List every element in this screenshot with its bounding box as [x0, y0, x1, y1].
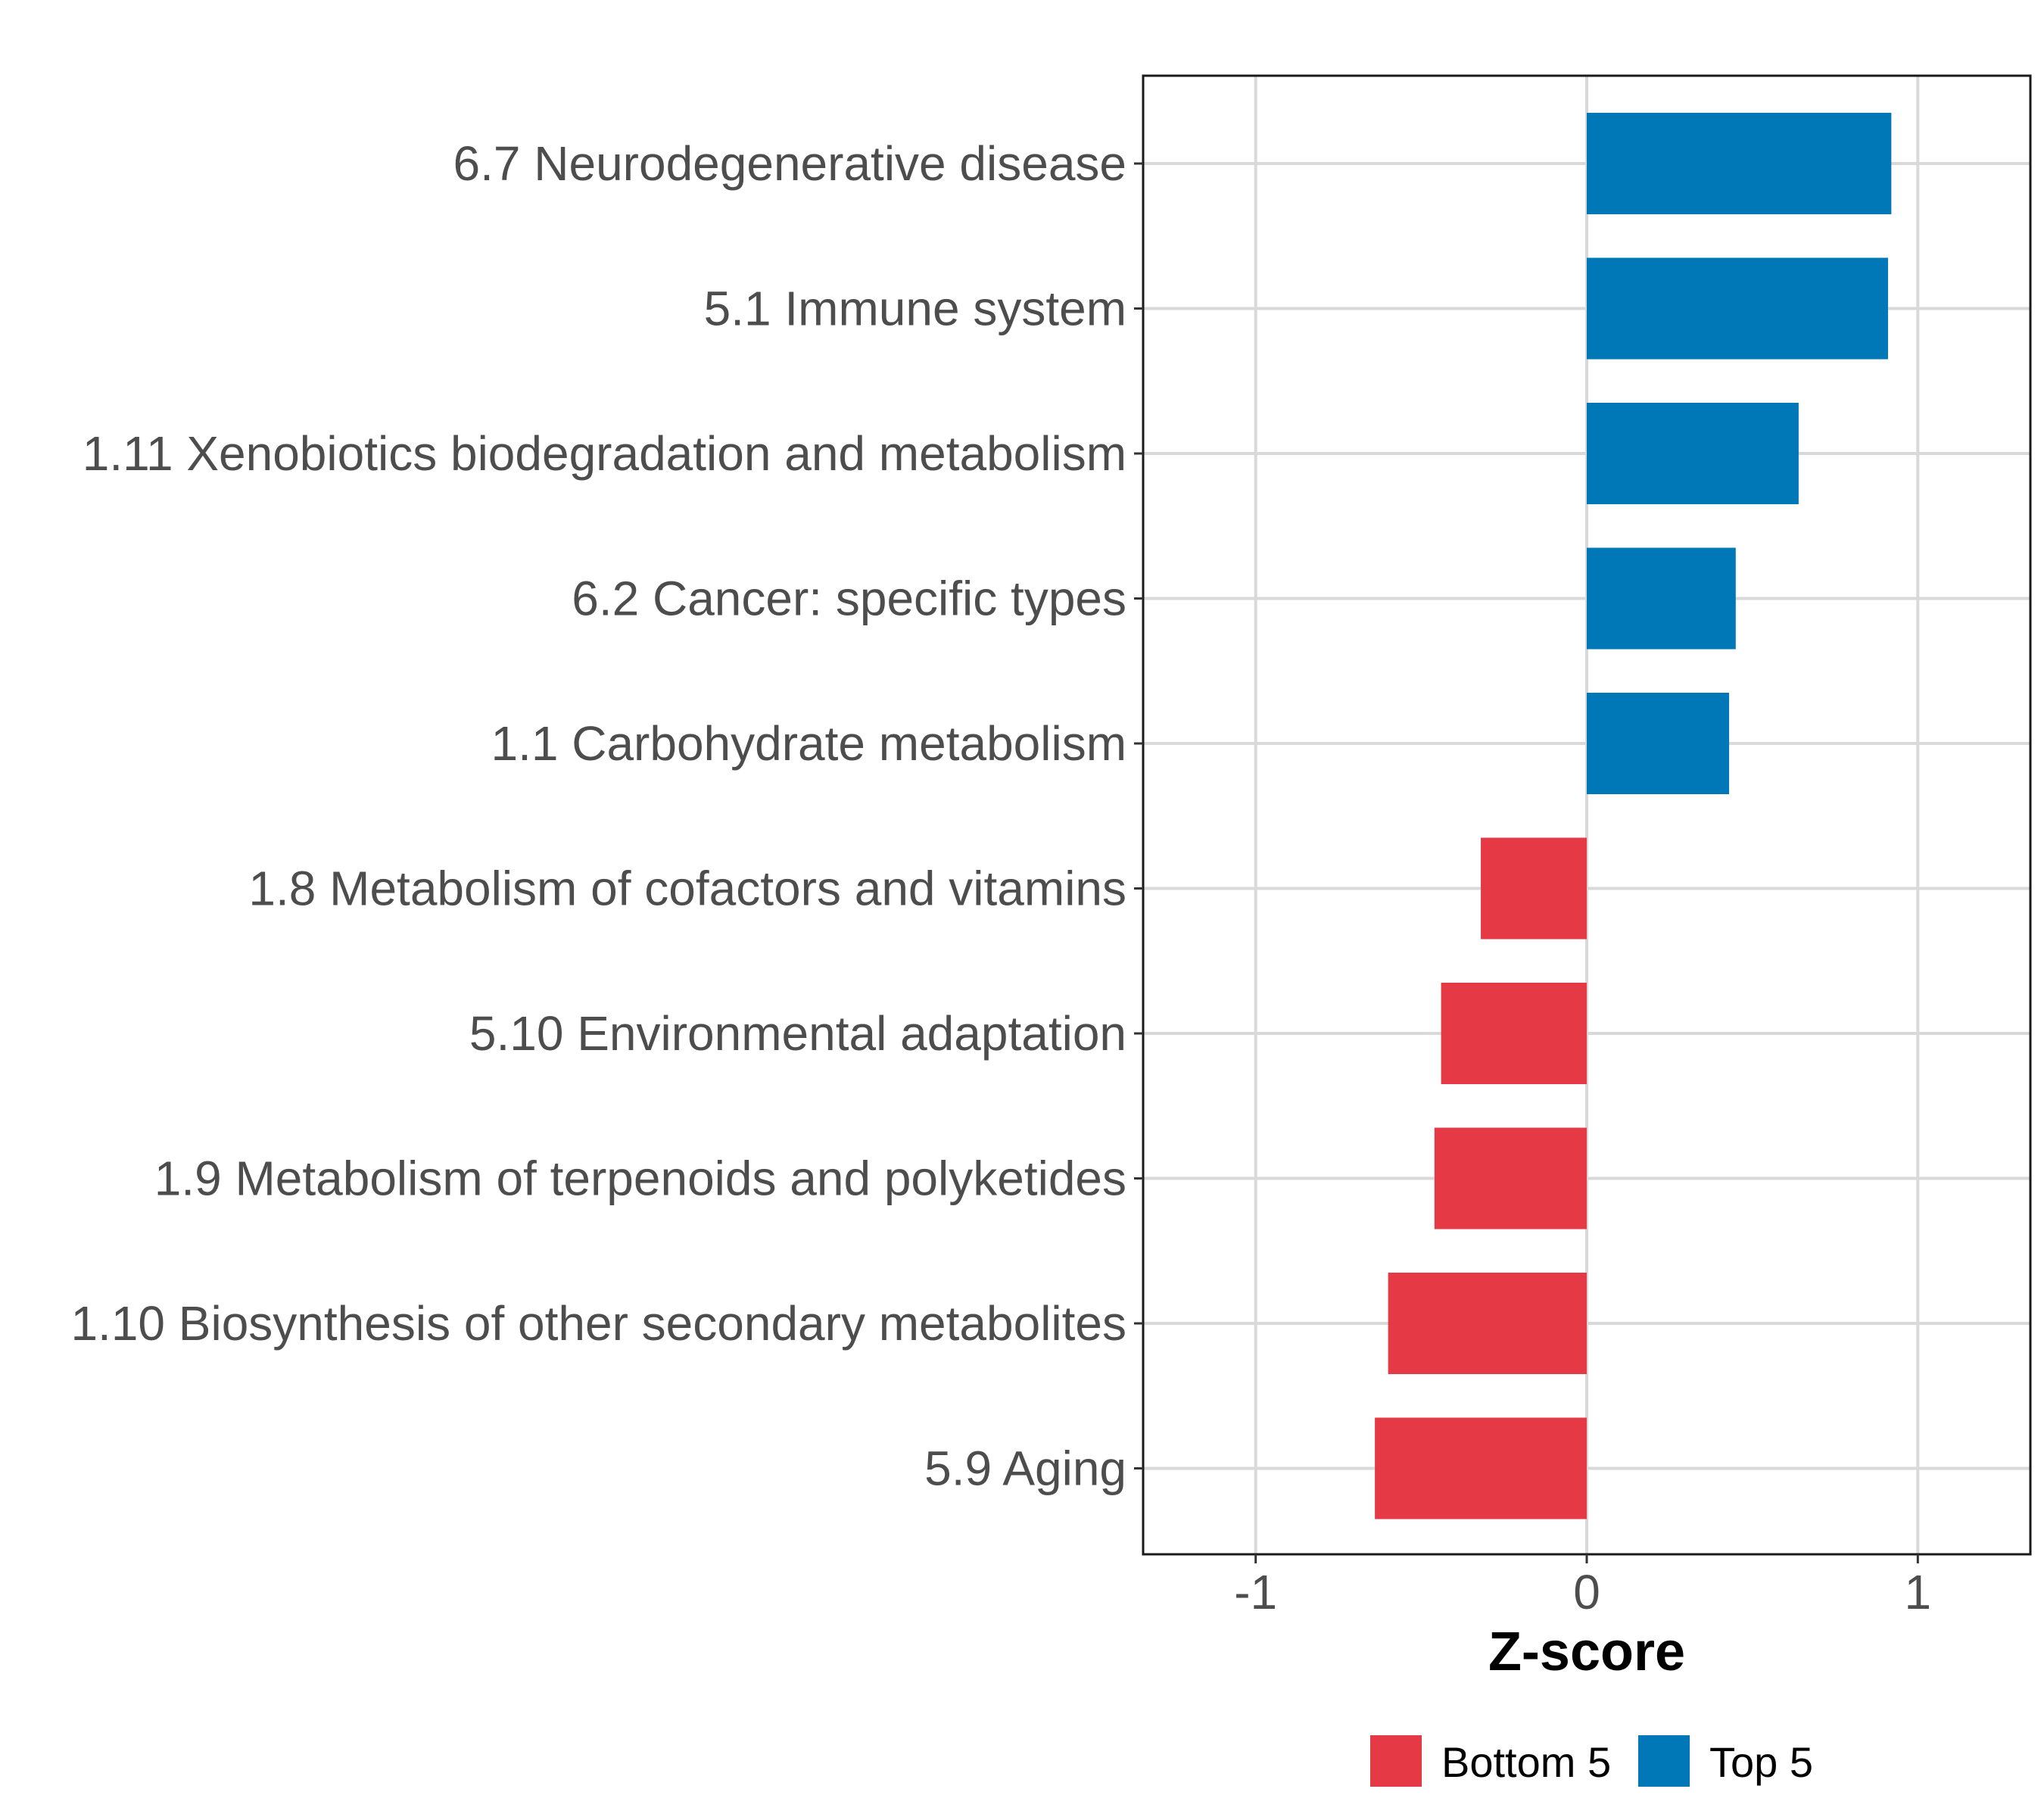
x-axis-ticks: -1 0 1 [1234, 1554, 1931, 1619]
category-label: 5.9 Aging [924, 1441, 1126, 1496]
legend-swatch-top-5 [1638, 1735, 1690, 1787]
category-label: 1.8 Metabolism of cofactors and vitamins [248, 862, 1126, 916]
y-axis-ticks: 6.7 Neurodegenerative disease 5.1 Immune … [70, 136, 1143, 1496]
bar-10 [1375, 1417, 1587, 1519]
bar-7 [1441, 983, 1587, 1084]
x-tick-label: 0 [1573, 1565, 1600, 1619]
legend-label-bottom-5: Bottom 5 [1441, 1738, 1611, 1786]
bar-6 [1481, 837, 1587, 940]
bar-4 [1587, 547, 1736, 650]
bar-3 [1587, 403, 1799, 504]
category-label: 5.10 Environmental adaptation [469, 1006, 1126, 1061]
category-label: 1.11 Xenobiotics biodegradation and meta… [83, 426, 1126, 481]
bar-1 [1587, 113, 1892, 214]
category-label: 6.7 Neurodegenerative disease [453, 136, 1127, 191]
x-axis-title: Z-score [1488, 1622, 1685, 1682]
bar-8 [1434, 1127, 1587, 1230]
category-label: 6.2 Cancer: specific types [572, 572, 1126, 626]
x-tick-label: 1 [1905, 1565, 1932, 1619]
bar-5 [1587, 693, 1730, 794]
category-label: 5.1 Immune system [704, 282, 1126, 336]
legend: Bottom 5 Top 5 [1370, 1735, 1813, 1787]
category-label: 1.1 Carbohydrate metabolism [491, 716, 1126, 771]
category-label: 1.10 Biosynthesis of other secondary met… [70, 1296, 1126, 1351]
x-tick-label: -1 [1234, 1565, 1277, 1619]
bar-9 [1388, 1273, 1587, 1374]
legend-swatch-bottom-5 [1370, 1735, 1422, 1787]
category-label: 1.9 Metabolism of terpenoids and polyket… [154, 1152, 1126, 1206]
bars [1375, 113, 1892, 1519]
legend-label-top-5: Top 5 [1709, 1738, 1813, 1786]
bar-2 [1587, 257, 1888, 360]
